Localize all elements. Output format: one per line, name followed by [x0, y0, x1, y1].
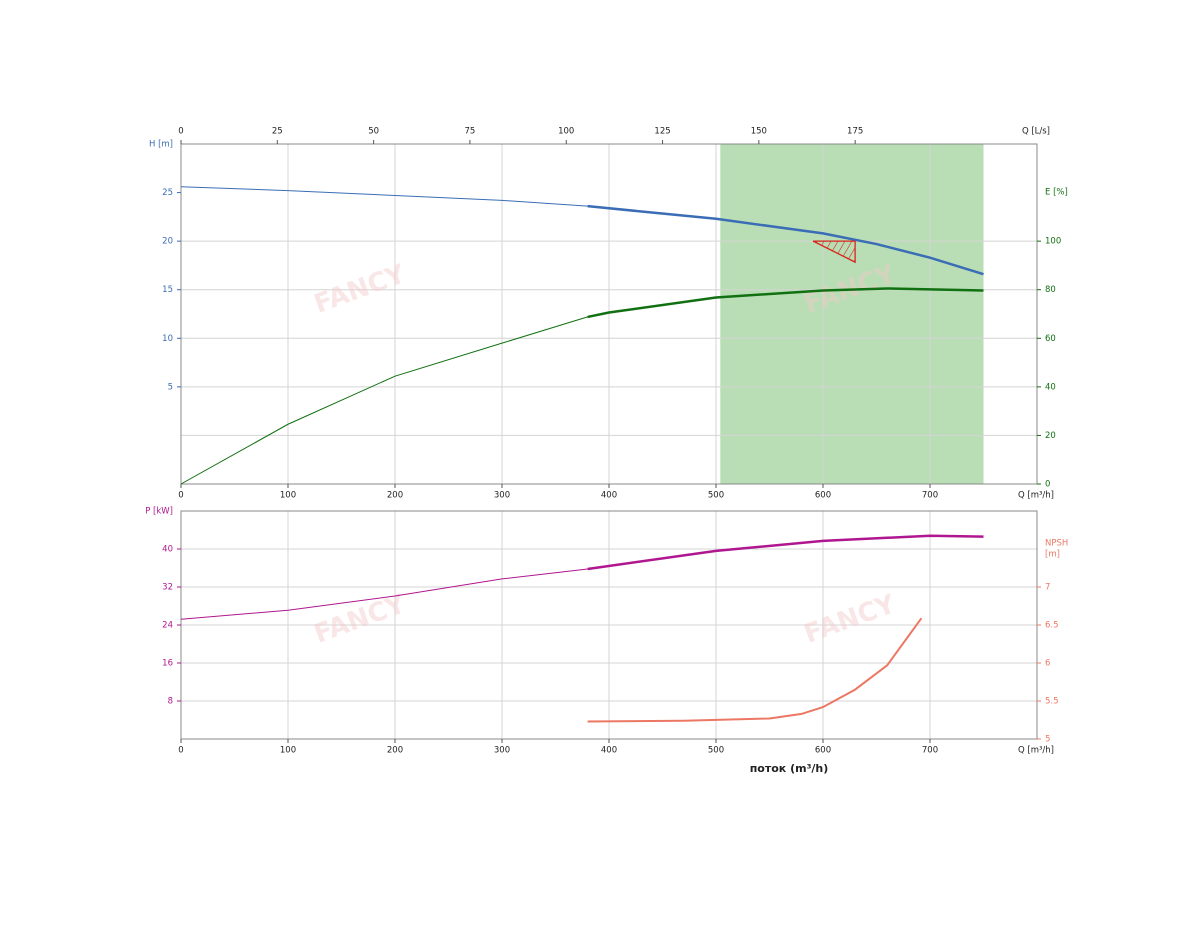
- x-tick-label: 100: [280, 746, 296, 756]
- x2-tick-label: 175: [847, 127, 863, 137]
- x-tick-label: 500: [708, 491, 724, 501]
- y-tick-label: 15: [162, 285, 173, 295]
- curve-bold: [587, 534, 984, 571]
- y2-axis-label: NPSH: [1045, 539, 1068, 549]
- y2-axis-label: [m]: [1045, 550, 1060, 560]
- y-tick-label: 24: [162, 621, 173, 631]
- x-tick-label: 300: [494, 746, 510, 756]
- x2-tick-label: 150: [751, 127, 767, 137]
- y2-tick-label: 7: [1045, 583, 1050, 593]
- y-tick-label: 8: [168, 697, 173, 707]
- y-tick-label: 40: [162, 545, 173, 555]
- x-tick-label: 200: [387, 491, 403, 501]
- x2-axis-label: Q [L/s]: [1022, 127, 1050, 137]
- x-tick-label: 700: [922, 491, 938, 501]
- x2-tick-label: 25: [272, 127, 283, 137]
- y2-axis-label: E [%]: [1045, 188, 1068, 198]
- y2-tick-label: 5.5: [1045, 697, 1059, 707]
- y-axis-label: P [kW]: [145, 507, 173, 517]
- curve-bold: [587, 204, 984, 276]
- y-tick-label: 16: [162, 659, 173, 669]
- y2-tick-label: 100: [1045, 237, 1061, 247]
- x-axis-label: Q [m³/h]: [1018, 746, 1054, 756]
- x-axis-label: Q [m³/h]: [1018, 491, 1054, 501]
- y2-tick-label: 40: [1045, 382, 1056, 392]
- y-tick-label: 5: [168, 382, 173, 392]
- y2-tick-label: 60: [1045, 334, 1056, 344]
- x-axis-title: поток (m³/h): [750, 762, 829, 775]
- curve-bold: [587, 287, 984, 319]
- y2-tick-label: 20: [1045, 431, 1056, 441]
- x-tick-label: 400: [601, 746, 617, 756]
- y-tick-label: 20: [162, 237, 173, 247]
- y2-tick-label: 6: [1045, 659, 1050, 669]
- x-tick-label: 300: [494, 491, 510, 501]
- y2-tick-label: 0: [1045, 480, 1050, 490]
- y-tick-label: 25: [162, 188, 173, 198]
- x-tick-label: 700: [922, 746, 938, 756]
- x-tick-label: 500: [708, 746, 724, 756]
- y2-tick-label: 6.5: [1045, 621, 1059, 631]
- x2-tick-label: 125: [654, 127, 670, 137]
- x-tick-label: 600: [815, 746, 831, 756]
- x2-tick-label: 0: [178, 127, 183, 137]
- operating-range: [720, 144, 984, 484]
- watermark: FANCY: [800, 589, 900, 650]
- y-tick-label: 32: [162, 583, 173, 593]
- x2-tick-label: 50: [368, 127, 379, 137]
- x-tick-label: 100: [280, 491, 296, 501]
- x-tick-label: 0: [178, 746, 183, 756]
- x-tick-label: 400: [601, 491, 617, 501]
- curve: [587, 617, 923, 723]
- y2-tick-label: 80: [1045, 285, 1056, 295]
- y-axis-label: H [m]: [149, 140, 173, 150]
- x-tick-label: 200: [387, 746, 403, 756]
- y2-tick-label: 5: [1045, 735, 1050, 745]
- y-tick-label: 10: [162, 334, 173, 344]
- duty-point: [812, 240, 856, 264]
- x2-tick-label: 75: [465, 127, 476, 137]
- x-tick-label: 0: [178, 491, 183, 501]
- x-tick-label: 600: [815, 491, 831, 501]
- x2-tick-label: 100: [558, 127, 574, 137]
